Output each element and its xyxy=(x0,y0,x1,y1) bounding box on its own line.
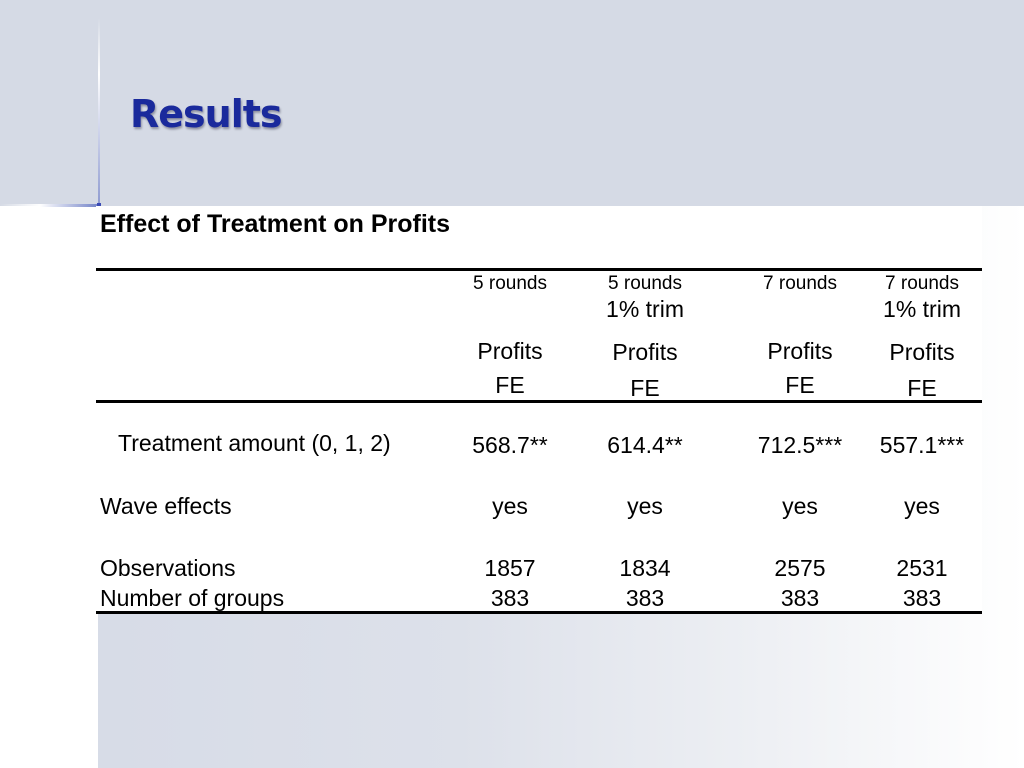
table-cell: yes xyxy=(627,493,663,519)
results-table: Effect of Treatment on Profits 5 rounds … xyxy=(96,206,982,614)
left-margin-strip xyxy=(0,206,98,768)
table-cell: 2575 xyxy=(774,555,826,581)
table-cell: 1834 xyxy=(619,555,671,581)
column-2-dependent-variable: Profits xyxy=(612,339,678,365)
table-cell: 383 xyxy=(780,585,820,611)
table-cell: yes xyxy=(492,493,528,519)
column-1-dependent-variable: Profits xyxy=(477,338,543,364)
column-2-trim: 1% trim xyxy=(606,296,684,322)
column-3-rounds: 7 rounds xyxy=(763,273,837,294)
row-label-observations: Observations xyxy=(100,555,236,581)
table-cell: 383 xyxy=(490,585,530,611)
table-cell: 712.5*** xyxy=(757,432,843,458)
column-2-model: FE xyxy=(630,375,660,401)
column-4-dependent-variable: Profits xyxy=(889,339,955,365)
column-2-rounds: 5 rounds xyxy=(608,273,682,294)
header-band xyxy=(0,0,1024,206)
row-label-wave-effects: Wave effects xyxy=(100,493,232,519)
column-4-trim: 1% trim xyxy=(883,296,961,322)
table-cell: 614.4** xyxy=(607,432,683,458)
slide-title: Results xyxy=(130,92,283,136)
row-label-treatment: Treatment amount (0, 1, 2) xyxy=(118,430,391,456)
row-label-number-of-groups: Number of groups xyxy=(100,585,285,611)
decorative-corner-dot xyxy=(97,203,101,207)
table-cell: 2531 xyxy=(896,555,948,581)
table-cell: 1857 xyxy=(484,555,536,581)
decorative-vertical-line xyxy=(98,18,100,206)
table-title: Effect of Treatment on Profits xyxy=(100,210,451,238)
column-1-model: FE xyxy=(495,372,525,398)
column-1-rounds: 5 rounds xyxy=(473,273,547,294)
column-4-model: FE xyxy=(907,375,937,401)
column-4-rounds: 7 rounds xyxy=(885,273,959,294)
table-cell: 568.7** xyxy=(472,432,548,458)
table-cell: 557.1*** xyxy=(879,432,965,458)
table-cell: yes xyxy=(782,493,818,519)
column-3-dependent-variable: Profits xyxy=(767,338,833,364)
decorative-horizontal-line xyxy=(0,204,100,207)
table-bottom-rule xyxy=(96,611,982,614)
column-3-model: FE xyxy=(785,372,815,398)
table-cell: 383 xyxy=(625,585,665,611)
table-cell: 383 xyxy=(902,585,942,611)
table-cell: yes xyxy=(904,493,940,519)
table-header-rule xyxy=(96,400,982,403)
table-top-rule xyxy=(96,268,982,271)
